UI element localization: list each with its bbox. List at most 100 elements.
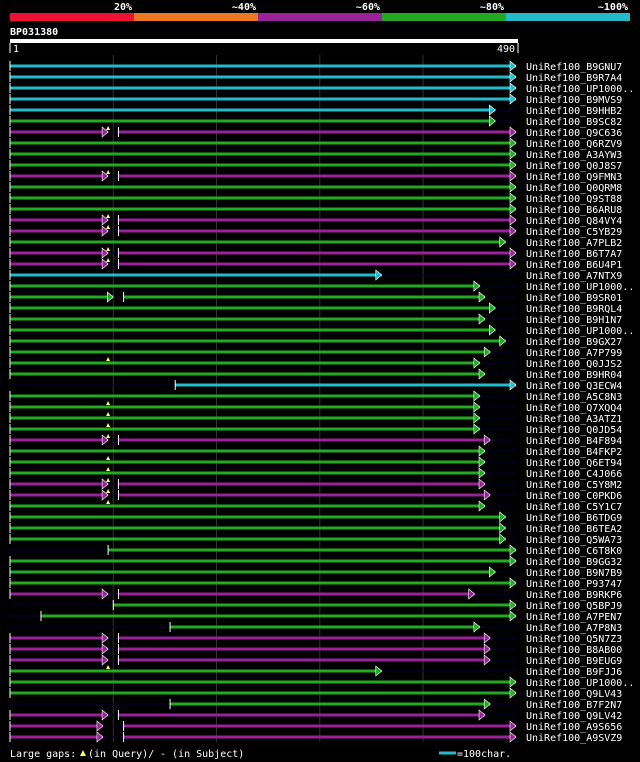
subject-label[interactable]: UniRef100_B9SC82 (526, 117, 622, 128)
subject-label[interactable]: UniRef100_A5C8N3 (526, 392, 622, 403)
alignment-row[interactable]: UniRef100_B6T7A7 (9, 247, 622, 260)
subject-label[interactable]: UniRef100_B8AB00 (526, 645, 622, 656)
subject-label[interactable]: UniRef100_Q84VY4 (526, 216, 622, 227)
alignment-row[interactable]: UniRef100_B9MVS9 (9, 93, 622, 106)
subject-label[interactable]: UniRef100_B6T7A7 (526, 249, 622, 260)
alignment-row[interactable]: UniRef100_B9HR04 (9, 368, 622, 381)
alignment-row[interactable]: UniRef100_Q5N7Z3 (9, 632, 622, 645)
alignment-row[interactable]: UniRef100_B9RKP6 (9, 588, 622, 601)
alignment-row[interactable]: UniRef100_B9GG32 (9, 555, 622, 568)
alignment-row[interactable]: UniRef100_A7NTX9 (9, 269, 622, 282)
subject-label[interactable]: UniRef100_A7P799 (526, 348, 622, 359)
alignment-row[interactable]: UniRef100_A7P8N3 (10, 621, 622, 634)
alignment-row[interactable]: UniRef100_B6TDG9 (9, 511, 622, 524)
alignment-row[interactable]: UniRef100_B4FKP2 (9, 445, 622, 458)
subject-label[interactable]: UniRef100_B9HHB2 (526, 106, 622, 117)
subject-label[interactable]: UniRef100_Q9LV42 (526, 711, 622, 722)
subject-label[interactable]: UniRef100_Q3ECW4 (526, 381, 622, 392)
subject-label[interactable]: UniRef100_C0PKD6 (526, 491, 622, 502)
alignment-row[interactable]: UniRef100_Q6RZV9 (9, 137, 622, 150)
alignment-row[interactable]: UniRef100_Q0JD54 (9, 423, 622, 436)
alignment-row[interactable]: UniRef100_Q9LV42 (9, 709, 622, 722)
alignment-row[interactable]: UniRef100_B4F894 (9, 434, 622, 447)
subject-label[interactable]: UniRef100_B4F894 (526, 436, 622, 447)
subject-label[interactable]: UniRef100_B9RQL4 (526, 304, 622, 315)
subject-label[interactable]: UniRef100_Q0JD54 (526, 425, 622, 436)
subject-label[interactable]: UniRef100_P93747 (526, 579, 622, 590)
alignment-row[interactable]: UniRef100_Q0JJS2 (9, 357, 622, 370)
alignment-row[interactable]: UniRef100_B8AB00 (9, 643, 622, 656)
subject-label[interactable]: UniRef100_A9SVZ9 (526, 733, 622, 744)
subject-label[interactable]: UniRef100_B9GG32 (526, 557, 622, 568)
subject-label[interactable]: UniRef100_UP1000.. (526, 678, 634, 689)
subject-label[interactable]: UniRef100_Q0J8S7 (526, 161, 622, 172)
subject-label[interactable]: UniRef100_UP1000.. (526, 282, 634, 293)
subject-label[interactable]: UniRef100_Q0QRM8 (526, 183, 622, 194)
subject-label[interactable]: UniRef100_B9GNU7 (526, 62, 622, 73)
alignment-row[interactable]: UniRef100_B9N7B9 (9, 566, 622, 579)
alignment-row[interactable]: UniRef100_Q6ET94 (9, 456, 622, 469)
alignment-row[interactable]: UniRef100_B9RQL4 (9, 302, 622, 315)
subject-label[interactable]: UniRef100_B6TDG9 (526, 513, 622, 524)
alignment-row[interactable]: UniRef100_B9SC82 (9, 115, 622, 128)
subject-label[interactable]: UniRef100_B9SR01 (526, 293, 622, 304)
subject-label[interactable]: UniRef100_Q5WA73 (526, 535, 622, 546)
alignment-row[interactable]: UniRef100_UP1000.. (9, 280, 634, 293)
alignment-row[interactable]: UniRef100_Q3ECW4 (10, 379, 622, 392)
alignment-row[interactable]: UniRef100_Q0J8S7 (9, 159, 622, 172)
alignment-row[interactable]: UniRef100_Q7XQQ4 (9, 401, 622, 414)
alignment-row[interactable]: UniRef100_A7PLB2 (9, 236, 622, 249)
alignment-row[interactable]: UniRef100_Q5BPJ9 (10, 599, 622, 612)
subject-label[interactable]: UniRef100_B6TEA2 (526, 524, 622, 535)
subject-label[interactable]: UniRef100_Q7XQQ4 (526, 403, 622, 414)
alignment-row[interactable]: UniRef100_B9GNU7 (9, 60, 622, 73)
alignment-row[interactable]: UniRef100_Q9ST88 (9, 192, 622, 205)
alignment-row[interactable]: UniRef100_B9EUG9 (9, 654, 622, 667)
alignment-row[interactable]: UniRef100_B9FJJ6 (9, 665, 622, 678)
alignment-row[interactable]: UniRef100_A7PEN7 (10, 610, 622, 623)
alignment-row[interactable]: UniRef100_B9SR01 (9, 291, 622, 304)
alignment-row[interactable]: UniRef100_A7P799 (9, 346, 622, 359)
subject-label[interactable]: UniRef100_C5Y1C7 (526, 502, 622, 513)
subject-label[interactable]: UniRef100_A7NTX9 (526, 271, 622, 282)
subject-label[interactable]: UniRef100_B9FJJ6 (526, 667, 622, 678)
subject-label[interactable]: UniRef100_B9EUG9 (526, 656, 622, 667)
alignment-row[interactable]: UniRef100_B6U4P1 (9, 258, 622, 271)
subject-label[interactable]: UniRef100_Q6RZV9 (526, 139, 622, 150)
subject-label[interactable]: UniRef100_B9GX27 (526, 337, 622, 348)
subject-label[interactable]: UniRef100_B9H1N7 (526, 315, 622, 326)
subject-label[interactable]: UniRef100_A9S656 (526, 722, 622, 733)
subject-label[interactable]: UniRef100_B6U4P1 (526, 260, 622, 271)
subject-label[interactable]: UniRef100_A7P8N3 (526, 623, 622, 634)
subject-label[interactable]: UniRef100_Q5BPJ9 (526, 601, 622, 612)
alignment-row[interactable]: UniRef100_A9SVZ9 (9, 731, 622, 744)
subject-label[interactable]: UniRef100_Q9LV43 (526, 689, 622, 700)
alignment-row[interactable]: UniRef100_B9HHB2 (9, 104, 622, 117)
alignment-row[interactable]: UniRef100_C5YB29 (9, 225, 622, 238)
subject-label[interactable]: UniRef100_C6T8K0 (526, 546, 622, 557)
alignment-row[interactable]: UniRef100_C6T8K0 (10, 544, 622, 557)
subject-label[interactable]: UniRef100_B9MVS9 (526, 95, 622, 106)
subject-label[interactable]: UniRef100_A3AYW3 (526, 150, 622, 161)
subject-label[interactable]: UniRef100_Q9C636 (526, 128, 622, 139)
subject-label[interactable]: UniRef100_A7PEN7 (526, 612, 622, 623)
alignment-row[interactable]: UniRef100_A3ATZ1 (9, 412, 622, 425)
alignment-row[interactable]: UniRef100_A5C8N3 (9, 390, 622, 403)
subject-label[interactable]: UniRef100_B9RKP6 (526, 590, 622, 601)
alignment-row[interactable]: UniRef100_UP1000.. (9, 324, 634, 337)
alignment-row[interactable]: UniRef100_B9H1N7 (9, 313, 622, 326)
alignment-row[interactable]: UniRef100_UP1000.. (9, 82, 634, 95)
alignment-row[interactable]: UniRef100_B9GX27 (9, 335, 622, 348)
alignment-row[interactable]: UniRef100_Q9FMN3 (9, 170, 622, 183)
subject-label[interactable]: UniRef100_A7PLB2 (526, 238, 622, 249)
alignment-row[interactable]: UniRef100_C4J066 (9, 467, 622, 480)
alignment-row[interactable]: UniRef100_B6ARU8 (9, 203, 622, 216)
alignment-row[interactable]: UniRef100_A3AYW3 (9, 148, 622, 161)
alignment-row[interactable]: UniRef100_B9R7A4 (9, 71, 622, 84)
alignment-row[interactable]: UniRef100_B6TEA2 (9, 522, 622, 535)
alignment-row[interactable]: UniRef100_B7F2N7 (10, 698, 622, 711)
subject-label[interactable]: UniRef100_Q0JJS2 (526, 359, 622, 370)
alignment-row[interactable]: UniRef100_Q5WA73 (9, 533, 622, 546)
subject-label[interactable]: UniRef100_Q5N7Z3 (526, 634, 622, 645)
subject-label[interactable]: UniRef100_C4J066 (526, 469, 622, 480)
